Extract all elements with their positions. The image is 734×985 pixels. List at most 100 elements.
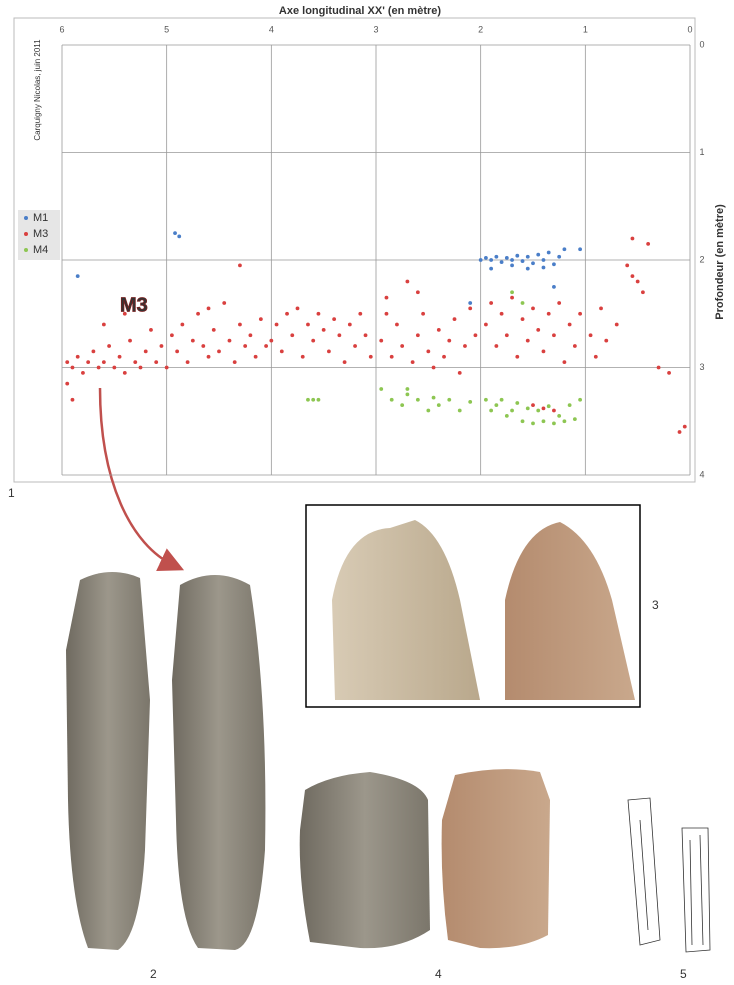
point — [630, 274, 635, 279]
point — [552, 408, 556, 413]
point — [96, 365, 101, 370]
point — [384, 311, 389, 316]
point — [342, 360, 347, 365]
point — [248, 333, 253, 338]
point — [217, 349, 221, 354]
point — [552, 333, 556, 338]
point — [457, 408, 462, 413]
point — [510, 258, 514, 262]
point — [164, 365, 169, 370]
point — [552, 284, 556, 289]
point — [154, 360, 159, 365]
point — [337, 333, 342, 338]
point — [578, 397, 582, 402]
point — [588, 333, 593, 338]
point — [415, 397, 420, 402]
point — [426, 349, 431, 354]
point — [379, 387, 384, 391]
point — [295, 306, 300, 311]
legend-label: M3 — [33, 228, 48, 240]
point — [389, 397, 394, 402]
point — [468, 306, 473, 311]
point — [541, 406, 546, 411]
point — [520, 259, 525, 263]
point — [646, 241, 651, 246]
point — [520, 317, 525, 322]
x-tick-label: 1 — [583, 24, 588, 34]
y-axis-label: Profondeur (en mètre) — [714, 204, 726, 320]
point — [567, 322, 572, 327]
point — [159, 344, 164, 348]
point — [447, 338, 452, 343]
point — [578, 247, 582, 252]
point — [138, 365, 143, 370]
point — [489, 266, 494, 271]
arrow — [98, 387, 185, 571]
point — [468, 301, 473, 305]
point — [499, 397, 504, 402]
point — [442, 354, 446, 359]
point — [552, 421, 556, 426]
point — [572, 417, 577, 421]
legend: M1 M3 M4 — [18, 210, 60, 260]
point — [546, 250, 551, 255]
point — [269, 338, 274, 343]
y-tick-label: 0 — [699, 39, 704, 49]
point — [81, 370, 85, 375]
y-tick-label: 1 — [699, 147, 704, 157]
point — [510, 408, 514, 413]
point — [510, 290, 514, 295]
point — [494, 344, 499, 348]
point — [447, 397, 452, 402]
point — [552, 262, 556, 267]
figure-label: 1 — [8, 486, 15, 500]
point — [65, 381, 70, 386]
point — [468, 400, 473, 404]
point — [557, 301, 562, 305]
point — [504, 333, 509, 338]
point — [557, 254, 562, 259]
point — [101, 322, 106, 327]
point — [484, 397, 488, 402]
figure-label: 2 — [150, 967, 157, 981]
point — [478, 258, 483, 262]
point — [173, 231, 177, 236]
point — [682, 424, 687, 429]
point — [489, 408, 494, 413]
point — [321, 327, 326, 332]
point — [395, 322, 399, 327]
point — [593, 354, 598, 359]
point — [389, 354, 394, 359]
point — [384, 295, 389, 300]
annotation: M3 — [120, 294, 148, 316]
point — [185, 360, 190, 365]
point — [656, 365, 661, 370]
point — [641, 290, 645, 295]
legend-label: M1 — [33, 212, 48, 224]
point — [347, 322, 352, 327]
point — [232, 360, 237, 365]
point — [75, 274, 80, 279]
credit: Carquigny Nicolas, juin 2011 — [33, 39, 42, 141]
point — [190, 338, 195, 343]
point — [410, 360, 415, 365]
point — [635, 279, 640, 284]
point — [436, 403, 441, 408]
point — [405, 279, 410, 284]
point — [473, 333, 478, 338]
point — [243, 344, 248, 348]
point — [70, 397, 75, 402]
point — [143, 349, 148, 354]
point — [562, 360, 567, 365]
x-tick-label: 2 — [478, 24, 483, 34]
point — [300, 354, 305, 359]
point — [122, 311, 127, 316]
point — [525, 254, 530, 259]
point — [379, 338, 384, 343]
point — [536, 408, 541, 413]
point — [431, 365, 436, 370]
point — [170, 333, 174, 338]
point — [504, 413, 509, 418]
point — [504, 255, 509, 260]
